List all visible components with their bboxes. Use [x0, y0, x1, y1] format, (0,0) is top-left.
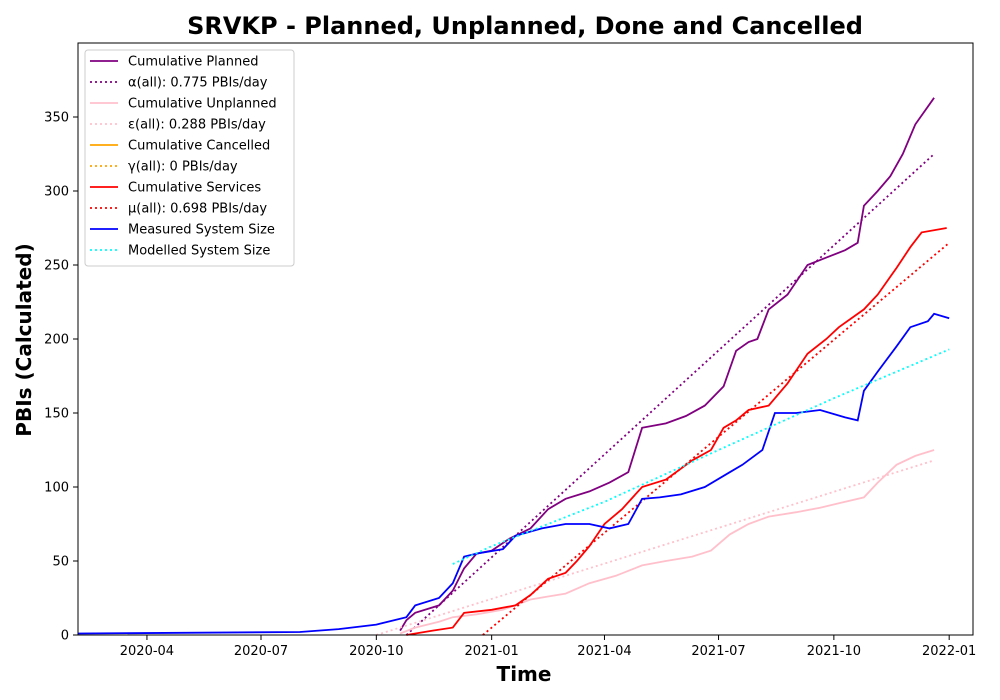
y-tick-label: 250 — [44, 259, 69, 274]
legend-label-measured-system-size: Measured System Size — [128, 223, 275, 238]
legend-label-cumulative-services: Cumulative Services — [128, 181, 261, 196]
y-tick-label: 150 — [44, 407, 69, 422]
series-line-measured-system-size — [77, 312, 950, 635]
y-axis-ticks: 0 50 100 150 200 250 300 350 — [44, 111, 78, 644]
legend-label-all-0-698-pbis-day: μ(all): 0.698 PBIs/day — [128, 202, 267, 217]
legend: Cumulative Planned α(all): 0.775 PBIs/day… — [84, 49, 295, 267]
y-tick-label: 50 — [52, 555, 69, 570]
y-axis-label: PBIs (Calculated) — [12, 243, 36, 436]
chart-title: SRVKP - Planned, Unplanned, Done and Can… — [187, 12, 863, 40]
x-tick-label: 2020-07 — [234, 644, 288, 659]
legend-box — [84, 49, 295, 267]
y-tick-label: 350 — [44, 111, 69, 126]
legend-label-all-0-pbis-day: γ(all): 0 PBIs/day — [128, 160, 238, 175]
x-axis-label: Time — [497, 662, 552, 686]
x-tick-label: 2022-01 — [922, 644, 976, 659]
x-tick-label: 2020-10 — [349, 644, 403, 659]
series-line-all-0-775-pbis-day — [405, 153, 935, 636]
y-tick-label: 300 — [44, 185, 69, 200]
legend-label-modelled-system-size: Modelled System Size — [128, 244, 270, 259]
y-tick-label: 200 — [44, 333, 69, 348]
x-axis-ticks: 2020-04 2020-07 2020-10 2021-01 2021-04 2021-… — [120, 635, 976, 659]
series-line-cumulative-planned — [399, 97, 935, 632]
y-tick-label: 100 — [44, 481, 69, 496]
legend-label-all-0-288-pbis-day: ε(all): 0.288 PBIs/day — [128, 118, 266, 133]
legend-label-cumulative-cancelled: Cumulative Cancelled — [128, 139, 270, 154]
series-line-cumulative-unplanned — [399, 449, 935, 635]
series-layer — [77, 97, 950, 636]
legend-label-all-0-775-pbis-day: α(all): 0.775 PBIs/day — [128, 76, 268, 91]
x-tick-label: 2021-10 — [807, 644, 861, 659]
series-line-all-0-288-pbis-day — [376, 459, 935, 636]
x-tick-label: 2021-07 — [691, 644, 745, 659]
series-line-cumulative-services — [406, 227, 947, 636]
x-tick-label: 2020-04 — [120, 644, 174, 659]
y-tick-label: 0 — [61, 629, 69, 644]
x-tick-label: 2021-01 — [464, 644, 518, 659]
series-line-all-0-698-pbis-day — [482, 242, 950, 636]
x-tick-label: 2021-04 — [577, 644, 631, 659]
legend-label-cumulative-planned: Cumulative Planned — [128, 55, 258, 70]
series-line-modelled-system-size — [452, 348, 950, 565]
legend-label-cumulative-unplanned: Cumulative Unplanned — [128, 97, 277, 112]
